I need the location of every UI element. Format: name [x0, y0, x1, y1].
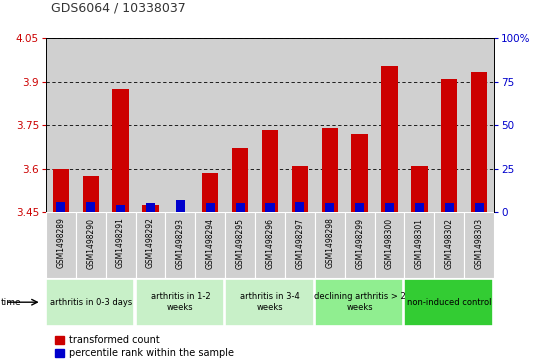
Text: GSM1498291: GSM1498291 [116, 217, 125, 269]
Bar [235, 203, 245, 212]
Bar [352, 134, 368, 212]
Text: arthritis in 3-4
weeks: arthritis in 3-4 weeks [240, 292, 300, 312]
Bar [225, 279, 314, 326]
Bar [76, 212, 106, 278]
Bar [255, 212, 285, 278]
Bar [375, 212, 404, 278]
Bar [195, 38, 225, 212]
Text: time: time [1, 298, 22, 307]
Bar [434, 212, 464, 278]
Bar [315, 38, 345, 212]
Legend: transformed count, percentile rank within the sample: transformed count, percentile rank withi… [51, 331, 238, 362]
Text: arthritis in 1-2
weeks: arthritis in 1-2 weeks [151, 292, 210, 312]
Text: GSM1498301: GSM1498301 [415, 217, 424, 269]
Bar [136, 38, 165, 212]
Bar [375, 38, 404, 212]
Bar [86, 202, 95, 212]
Bar [325, 203, 334, 212]
Text: non-induced control: non-induced control [407, 298, 491, 307]
Bar [411, 166, 428, 212]
Bar [315, 279, 403, 326]
Bar [345, 38, 375, 212]
Bar [441, 79, 457, 212]
Bar [404, 279, 493, 326]
Bar [52, 169, 69, 212]
Bar [46, 38, 76, 212]
Text: GSM1498290: GSM1498290 [86, 217, 95, 269]
Bar [285, 212, 315, 278]
Bar [321, 128, 338, 212]
Bar [116, 205, 125, 212]
Bar [471, 72, 488, 212]
Bar [255, 38, 285, 212]
Bar [415, 203, 424, 212]
Text: GSM1498300: GSM1498300 [385, 217, 394, 269]
Bar [136, 279, 224, 326]
Bar [165, 212, 195, 278]
Bar [56, 202, 65, 212]
Text: arthritis in 0-3 days: arthritis in 0-3 days [50, 298, 132, 307]
Bar [225, 38, 255, 212]
Text: GSM1498295: GSM1498295 [235, 217, 245, 269]
Bar [232, 148, 248, 212]
Text: GSM1498296: GSM1498296 [266, 217, 274, 269]
Bar [83, 176, 99, 212]
Bar [206, 203, 215, 212]
Text: GSM1498303: GSM1498303 [475, 217, 484, 269]
Bar [434, 38, 464, 212]
Bar [46, 212, 76, 278]
Bar [345, 212, 375, 278]
Bar [464, 38, 494, 212]
Bar [136, 212, 165, 278]
Bar [404, 38, 434, 212]
Bar [142, 205, 159, 212]
Text: declining arthritis > 2
weeks: declining arthritis > 2 weeks [314, 292, 406, 312]
Bar [195, 212, 225, 278]
Text: GSM1498293: GSM1498293 [176, 217, 185, 269]
Bar [176, 200, 185, 212]
Bar [106, 38, 136, 212]
Bar [165, 38, 195, 212]
Text: GSM1498302: GSM1498302 [445, 217, 454, 269]
Text: GSM1498298: GSM1498298 [325, 217, 334, 269]
Bar [404, 212, 434, 278]
Bar [464, 212, 494, 278]
Bar [106, 212, 136, 278]
Bar [381, 66, 398, 212]
Bar [266, 203, 274, 212]
Text: GSM1498289: GSM1498289 [56, 217, 65, 269]
Bar [285, 38, 315, 212]
Bar [112, 89, 129, 212]
Text: GSM1498299: GSM1498299 [355, 217, 364, 269]
Text: GSM1498297: GSM1498297 [295, 217, 305, 269]
Bar [355, 203, 364, 212]
Text: GSM1498292: GSM1498292 [146, 217, 155, 269]
Bar [262, 130, 278, 212]
Bar [385, 203, 394, 212]
Bar [475, 203, 484, 212]
Bar [76, 38, 106, 212]
Bar [146, 203, 155, 212]
Bar [202, 173, 219, 212]
Bar [46, 279, 134, 326]
Bar [445, 203, 454, 212]
Bar [315, 212, 345, 278]
Bar [295, 202, 305, 212]
Bar [292, 166, 308, 212]
Text: GSM1498294: GSM1498294 [206, 217, 215, 269]
Bar [225, 212, 255, 278]
Text: GDS6064 / 10338037: GDS6064 / 10338037 [51, 1, 186, 15]
